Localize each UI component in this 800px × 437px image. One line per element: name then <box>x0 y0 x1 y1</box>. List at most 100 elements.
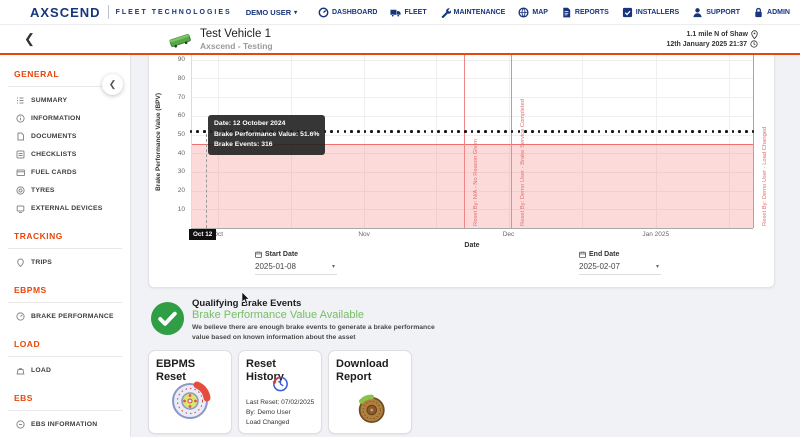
gridline-vertical <box>728 55 730 228</box>
sidebar-section-title: LOAD <box>14 339 41 349</box>
documents-icon <box>17 132 24 140</box>
sidebar-item-load[interactable]: LOAD <box>0 361 130 379</box>
x-axis-line <box>191 228 753 229</box>
nav-item-support[interactable]: SUPPORT <box>692 7 740 18</box>
vehicle-location: 1.1 mile N of Shaw <box>686 30 748 38</box>
reset-history-card[interactable]: Reset History Last Reset: 07/02/2025 By: … <box>238 350 322 434</box>
sidebar-item-tyres[interactable]: TYRES <box>0 181 130 199</box>
sidebar-item-documents[interactable]: DOCUMENTS <box>0 127 130 145</box>
gridline-vertical <box>436 55 438 228</box>
sidebar-item-label: BRAKE PERFORMANCE <box>31 312 114 320</box>
divider <box>8 302 122 303</box>
sidebar-section-ebpms: EBPMS BRAKE PERFORMANCE <box>0 271 130 325</box>
sidebar-section-title: EBS <box>14 393 33 403</box>
report-brake-icon <box>358 394 385 423</box>
sidebar-item-ebs-information[interactable]: EBS INFORMATION <box>0 415 130 433</box>
sidebar-section-title: TRACKING <box>14 231 63 241</box>
nav-item-map[interactable]: MAP <box>518 7 548 18</box>
sidebar-item-label: INFORMATION <box>31 114 81 122</box>
nav-item-maintenance[interactable]: MAINTENANCE <box>440 7 505 18</box>
success-check-icon <box>150 301 185 336</box>
y-tick-label: 90 <box>177 56 185 64</box>
history-line: Load Changed <box>246 419 290 427</box>
support-icon <box>693 8 702 18</box>
tooltip-value: Brake Performance Value: 51.6% <box>214 130 320 138</box>
end-date-select[interactable]: 2025-02-07 ▾ <box>579 259 661 275</box>
checklists-icon <box>16 150 25 158</box>
accent-divider <box>0 53 800 55</box>
sidebar-item-checklists[interactable]: CHECKLISTS <box>0 145 130 163</box>
reset-event-label: Reset By: N/A - No Reason Given <box>473 139 480 226</box>
nav-item-fleet[interactable]: FLEET <box>390 7 427 18</box>
end-date-value: 2025-02-07 <box>579 262 620 271</box>
load-icon <box>16 367 25 374</box>
brand-separator <box>107 5 109 19</box>
sidebar-section-title: GENERAL <box>14 69 60 79</box>
sidebar-item-label: EXTERNAL DEVICES <box>31 204 103 212</box>
ebpms-reset-title: EBPMS Reset <box>156 358 196 383</box>
gridline-horizontal <box>191 134 753 136</box>
sidebar-item-label: LOAD <box>31 366 52 374</box>
sidebar-item-label: CHECKLISTS <box>31 150 77 158</box>
gridline-vertical <box>655 55 657 228</box>
download-report-card[interactable]: Download Report <box>328 350 412 434</box>
nav-label: INSTALLERS <box>635 9 680 16</box>
gridline-horizontal <box>191 190 753 192</box>
nav-label: ADMIN <box>767 9 790 16</box>
gridline-vertical <box>364 55 366 228</box>
ebpms-reset-card[interactable]: EBPMS Reset <box>148 350 232 434</box>
external-devices-icon <box>16 205 25 213</box>
reset-event-line <box>753 55 754 228</box>
x-tick-label: Dec <box>502 231 515 238</box>
sidebar-item-brake-performance[interactable]: BRAKE PERFORMANCE <box>0 307 130 325</box>
tooltip-date: Date: 12 October 2024 <box>214 120 286 127</box>
information-icon <box>16 113 25 123</box>
trips-icon <box>17 257 24 267</box>
qualifying-description: We believe there are enough brake events… <box>192 324 435 342</box>
end-date-label: End Date <box>589 251 620 258</box>
y-tick-label: 70 <box>177 93 185 101</box>
sidebar-item-summary[interactable]: SUMMARY <box>0 91 130 109</box>
x-axis-label: Date <box>464 242 480 249</box>
nav-label: DASHBOARD <box>331 9 378 16</box>
chevron-down-icon: ▾ <box>294 9 298 16</box>
start-date-label: Start Date <box>265 251 299 258</box>
map-icon <box>518 7 529 18</box>
installers-icon <box>622 7 632 18</box>
mouse-cursor <box>241 292 250 305</box>
download-report-title: Download Report <box>336 358 389 383</box>
bpv-chart[interactable]: Brake Performance Value (BPV) Date: 12 O… <box>149 55 776 288</box>
calendar-icon <box>255 251 262 258</box>
sidebar-item-label: SUMMARY <box>31 96 68 104</box>
maintenance-icon <box>441 8 451 18</box>
start-date-value: 2025-01-08 <box>255 262 296 271</box>
nav-item-admin[interactable]: ADMIN <box>753 7 790 18</box>
nav-item-reports[interactable]: REPORTS <box>561 7 609 18</box>
user-menu[interactable]: DEMO USER ▾ <box>246 8 297 17</box>
sidebar-item-information[interactable]: INFORMATION <box>0 109 130 127</box>
sidebar-item-fuel-cards[interactable]: FUEL CARDS <box>0 163 130 181</box>
vehicle-title: Test Vehicle 1 <box>200 28 271 40</box>
start-date-select[interactable]: 2025-01-08 ▾ <box>255 259 337 275</box>
reset-event-label: Reset By: Demo User - Brake Service Comp… <box>519 99 526 226</box>
sidebar-section-load: LOAD LOAD <box>0 325 130 379</box>
gridline-horizontal <box>191 115 753 117</box>
sidebar-item-external-devices[interactable]: EXTERNAL DEVICES <box>0 199 130 217</box>
reset-history-details: Last Reset: 07/02/2025 By: Demo User Load … <box>246 398 314 429</box>
vehicle-subtitle: Axscend - Testing <box>200 41 273 51</box>
ebs-information-icon <box>16 419 25 429</box>
nav-item-installers[interactable]: INSTALLERS <box>622 7 679 18</box>
sidebar-collapse-button[interactable]: ❮ <box>102 74 123 95</box>
back-button[interactable]: ❮ <box>24 31 35 46</box>
brand-subtitle: FLEET TECHNOLOGIES <box>115 8 232 16</box>
divider <box>8 410 122 411</box>
nav-label: FLEET <box>404 9 427 16</box>
fuel-cards-icon <box>16 169 25 176</box>
gridline-horizontal <box>191 97 753 99</box>
brand-logo[interactable]: AXSCEND <box>30 4 101 20</box>
sidebar-item-trips[interactable]: TRIPS <box>0 253 130 271</box>
gridline-horizontal <box>191 171 753 173</box>
reset-event-line <box>510 55 512 228</box>
gridline-vertical <box>508 55 510 228</box>
nav-item-dashboard[interactable]: DASHBOARD <box>318 7 378 18</box>
